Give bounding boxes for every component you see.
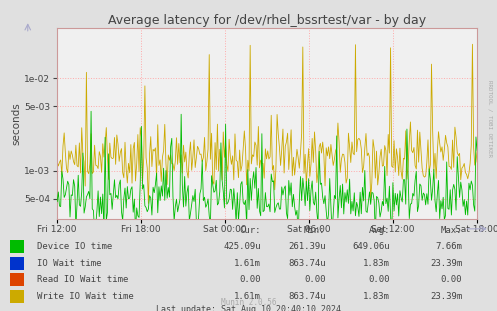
Text: 649.06u: 649.06u — [352, 242, 390, 251]
Text: 1.83m: 1.83m — [363, 259, 390, 268]
Text: 23.39m: 23.39m — [430, 292, 462, 301]
Text: RRDTOOL / TOBI OETIKER: RRDTOOL / TOBI OETIKER — [487, 80, 492, 157]
Text: Device IO time: Device IO time — [37, 242, 112, 251]
Text: 261.39u: 261.39u — [288, 242, 326, 251]
Text: Min:: Min: — [304, 226, 326, 235]
Text: 1.83m: 1.83m — [363, 292, 390, 301]
FancyBboxPatch shape — [10, 257, 24, 270]
Text: 1.61m: 1.61m — [234, 259, 261, 268]
Text: 425.09u: 425.09u — [223, 242, 261, 251]
FancyBboxPatch shape — [10, 290, 24, 303]
Text: 0.00: 0.00 — [369, 275, 390, 284]
Text: Cur:: Cur: — [240, 226, 261, 235]
Text: Max:: Max: — [441, 226, 462, 235]
Text: Last update: Sat Aug 10 20:40:10 2024: Last update: Sat Aug 10 20:40:10 2024 — [156, 305, 341, 311]
Text: IO Wait time: IO Wait time — [37, 259, 102, 268]
Text: Write IO Wait time: Write IO Wait time — [37, 292, 134, 301]
Text: Avg:: Avg: — [369, 226, 390, 235]
Text: 7.66m: 7.66m — [435, 242, 462, 251]
Text: 0.00: 0.00 — [240, 275, 261, 284]
Title: Average latency for /dev/rhel_bssrtest/var - by day: Average latency for /dev/rhel_bssrtest/v… — [108, 14, 426, 27]
Text: Munin 2.0.56: Munin 2.0.56 — [221, 298, 276, 307]
Text: 863.74u: 863.74u — [288, 292, 326, 301]
Y-axis label: seconds: seconds — [11, 102, 21, 145]
Text: 0.00: 0.00 — [304, 275, 326, 284]
Text: Read IO Wait time: Read IO Wait time — [37, 275, 129, 284]
Text: 0.00: 0.00 — [441, 275, 462, 284]
Text: 863.74u: 863.74u — [288, 259, 326, 268]
FancyBboxPatch shape — [10, 273, 24, 286]
Text: 23.39m: 23.39m — [430, 259, 462, 268]
Text: 1.61m: 1.61m — [234, 292, 261, 301]
FancyBboxPatch shape — [10, 240, 24, 253]
